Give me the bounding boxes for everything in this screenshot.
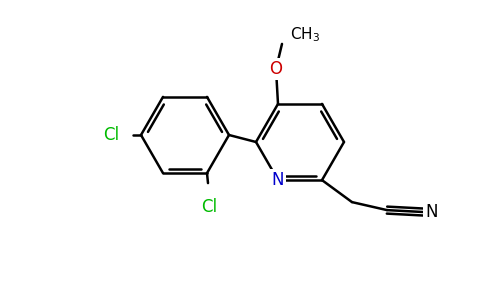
Text: Cl: Cl [201, 198, 217, 216]
Text: O: O [270, 60, 283, 78]
Text: N: N [425, 203, 438, 221]
Text: N: N [272, 171, 284, 189]
Text: Cl: Cl [103, 126, 119, 144]
Text: CH$_3$: CH$_3$ [290, 26, 320, 44]
